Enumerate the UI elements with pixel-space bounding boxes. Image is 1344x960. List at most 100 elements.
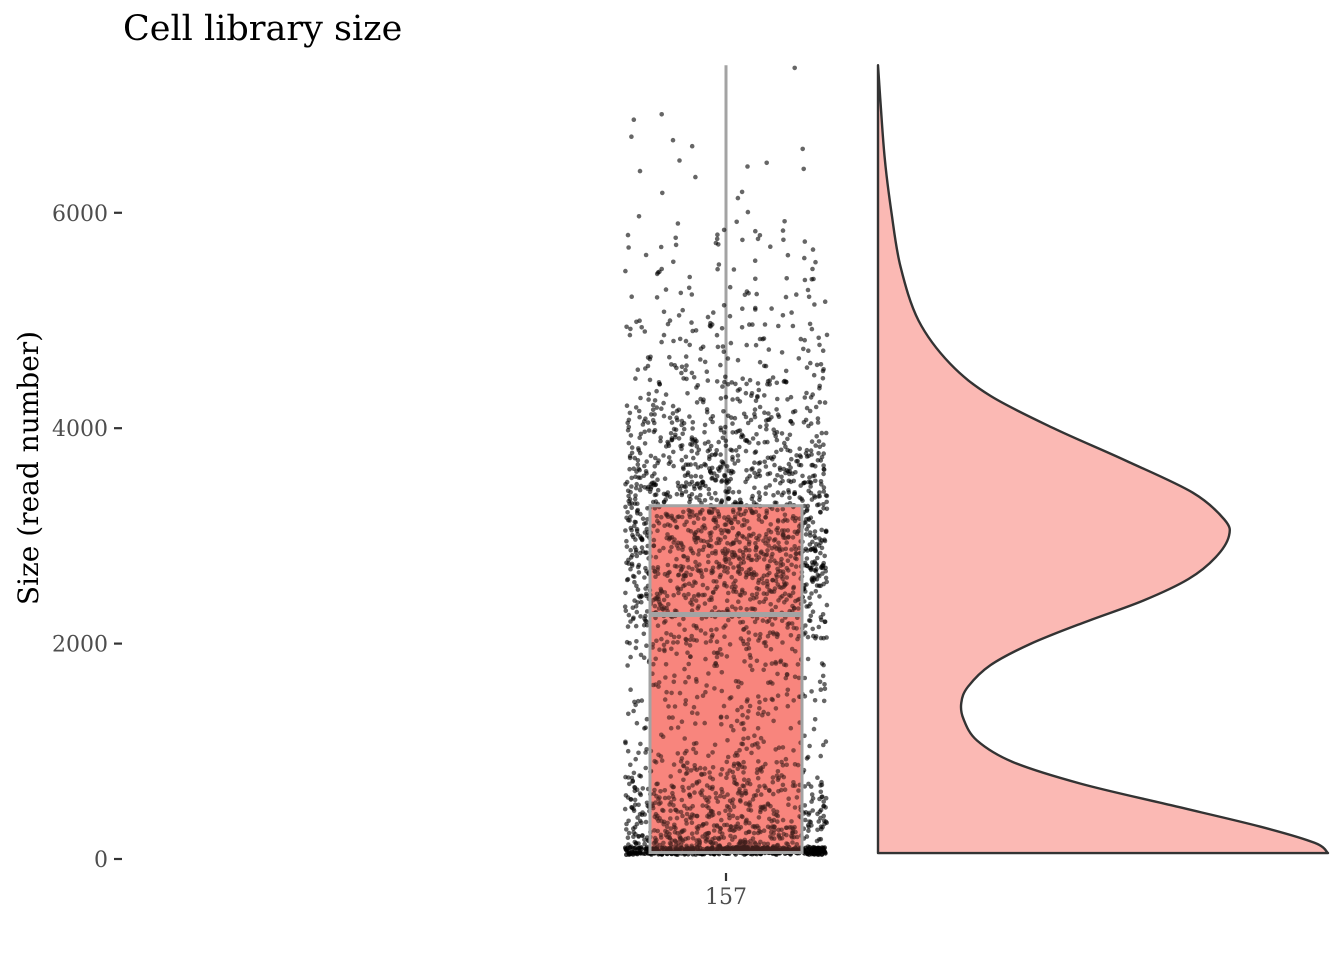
- data-point: [824, 635, 829, 640]
- data-point: [808, 613, 814, 619]
- data-point: [706, 553, 711, 559]
- data-point: [726, 496, 731, 502]
- data-point: [681, 763, 687, 769]
- data-point: [662, 697, 668, 702]
- data-point: [727, 815, 732, 821]
- data-point: [642, 812, 647, 817]
- data-point: [626, 830, 632, 836]
- data-point: [766, 787, 772, 793]
- data-point: [775, 582, 781, 587]
- data-point: [751, 531, 756, 537]
- data-point: [821, 742, 826, 748]
- data-point: [726, 590, 731, 596]
- data-point: [739, 704, 744, 710]
- data-point: [727, 642, 733, 647]
- data-point: [664, 605, 669, 611]
- data-point: [654, 638, 659, 644]
- data-point: [780, 745, 786, 750]
- data-point: [821, 560, 826, 566]
- data-point: [775, 693, 781, 698]
- data-point: [809, 591, 814, 596]
- data-point: [716, 836, 722, 842]
- data-point: [818, 550, 823, 556]
- data-point: [780, 228, 786, 233]
- data-point: [689, 143, 695, 149]
- data-point: [779, 431, 785, 436]
- data-point: [810, 520, 816, 525]
- data-point: [748, 566, 753, 572]
- data-point: [691, 483, 697, 489]
- data-point: [625, 420, 630, 426]
- data-point: [703, 483, 708, 489]
- data-point: [683, 595, 688, 601]
- data-point: [776, 832, 782, 837]
- data-point: [750, 436, 756, 441]
- data-point: [762, 410, 767, 416]
- data-point: [794, 834, 800, 840]
- data-point: [679, 542, 684, 547]
- data-point: [805, 634, 811, 640]
- data-point: [725, 570, 730, 575]
- data-point: [658, 835, 664, 840]
- data-point: [683, 480, 689, 485]
- data-point: [656, 606, 662, 611]
- data-point: [711, 828, 717, 833]
- data-point: [750, 571, 755, 577]
- data-point: [656, 520, 662, 526]
- data-point: [757, 784, 762, 789]
- data-point: [653, 847, 659, 852]
- data-point: [655, 270, 661, 275]
- data-point: [693, 624, 699, 629]
- data-point: [624, 560, 629, 566]
- data-point: [817, 342, 822, 348]
- data-point: [748, 838, 753, 844]
- data-point: [775, 777, 781, 783]
- data-point: [652, 814, 658, 819]
- data-point: [775, 769, 781, 774]
- x-axis: 157: [705, 873, 747, 910]
- data-point: [693, 750, 699, 756]
- data-point: [769, 554, 774, 560]
- data-point: [714, 559, 719, 565]
- data-point: [753, 228, 758, 234]
- data-point: [774, 634, 780, 640]
- data-point: [644, 459, 649, 464]
- data-point: [644, 716, 650, 722]
- data-point: [757, 359, 763, 365]
- data-point: [694, 679, 699, 684]
- data-point: [626, 517, 631, 523]
- data-point: [700, 803, 705, 808]
- data-point: [622, 806, 628, 812]
- data-point: [676, 634, 682, 640]
- data-point: [790, 783, 796, 788]
- data-point: [652, 568, 657, 574]
- data-point: [818, 789, 824, 795]
- data-point: [663, 619, 668, 624]
- data-point: [785, 518, 790, 523]
- data-point: [624, 847, 629, 853]
- data-point: [637, 773, 642, 778]
- data-point: [666, 795, 672, 800]
- data-point: [740, 237, 745, 243]
- data-point: [718, 572, 723, 578]
- data-point: [743, 791, 748, 796]
- data-point: [823, 795, 829, 801]
- data-point: [699, 574, 705, 580]
- data-point: [778, 563, 783, 568]
- data-point: [731, 828, 736, 834]
- data-point: [653, 656, 658, 662]
- data-point: [747, 652, 753, 658]
- data-point: [717, 563, 722, 569]
- data-point: [683, 701, 688, 707]
- data-point: [730, 490, 736, 495]
- jitter-points: [622, 65, 830, 857]
- data-point: [783, 756, 789, 762]
- data-point: [722, 534, 728, 540]
- data-point: [667, 549, 673, 554]
- data-point: [709, 595, 714, 600]
- data-point: [680, 813, 685, 819]
- data-point: [671, 634, 677, 640]
- data-point: [824, 506, 830, 512]
- data-point: [794, 453, 799, 458]
- data-point: [696, 548, 702, 553]
